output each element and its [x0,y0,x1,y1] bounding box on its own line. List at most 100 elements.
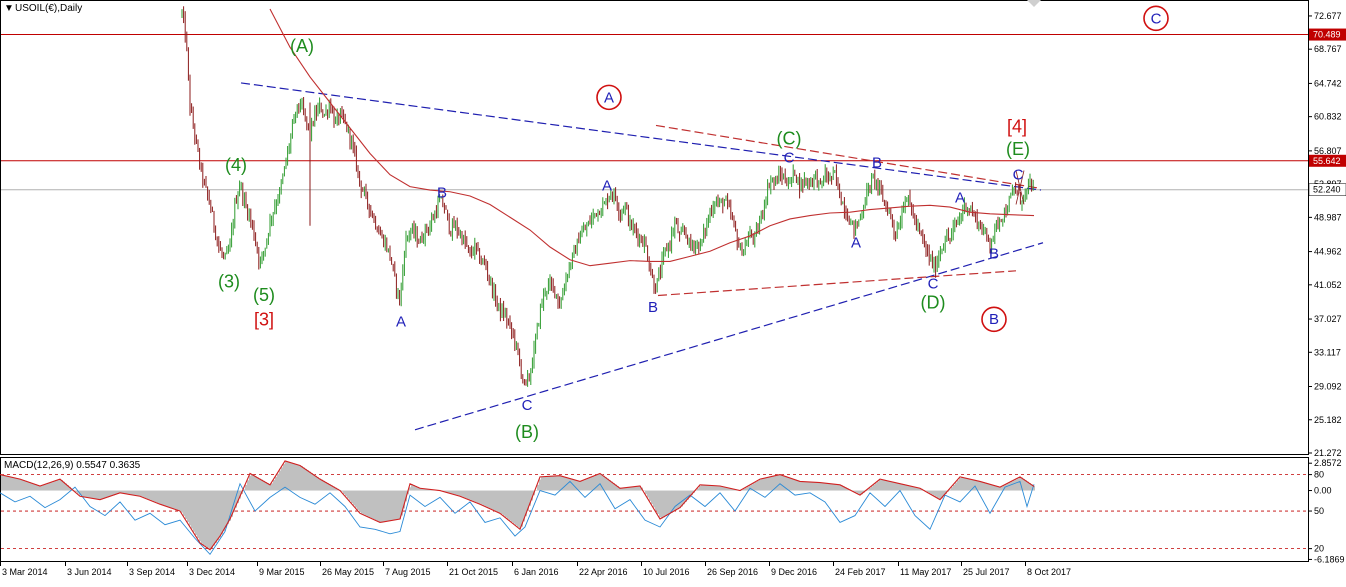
macd-histogram-bar [891,481,893,491]
macd-histogram-bar [883,479,885,491]
macd-histogram-bar [919,488,921,491]
macd-main-line[interactable] [0,480,1035,556]
circled-wave-text: B [989,311,999,328]
macd-histogram-bar [971,479,973,491]
macd-histogram-bar [651,490,653,505]
macd-histogram-bar [421,488,423,491]
macd-histogram-bar [733,488,735,491]
macd-histogram-bar [569,478,571,491]
macd-histogram-bar [187,490,189,523]
macd-signal-line[interactable] [0,460,1035,551]
macd-histogram-bar [591,477,593,491]
macd-histogram-bar [25,480,27,491]
macd-histogram-bar [275,476,277,491]
macd-histogram-bar [395,490,397,520]
macd-histogram-bar [53,481,55,491]
macd-histogram-bar [785,476,787,491]
macd-histogram-bar [579,481,581,491]
macd-histogram-bar [761,478,763,491]
macd-histogram-bar [331,485,333,491]
macd-histogram-bar [615,484,617,491]
trendline-blue[interactable] [240,82,1042,191]
time-tick-label: 11 May 2017 [900,567,951,577]
macd-histogram-bar [729,488,731,491]
macd-histogram-bar [1011,481,1013,491]
wave-label: (5) [253,285,275,305]
macd-histogram-bar [235,490,237,508]
macd-histogram-bar [287,461,289,491]
price-tick-label: 41.052 [1314,280,1342,290]
macd-histogram-bar [613,483,615,491]
macd-histogram-bar [893,482,895,491]
macd-histogram-bar [673,490,675,512]
macd-histogram-bar [527,490,529,511]
macd-histogram-bar [483,490,485,506]
macd-histogram-bar [949,489,951,491]
macd-histogram-bar [885,480,887,491]
macd-histogram-bar [509,490,511,521]
macd-histogram-bar [961,477,963,491]
macd-histogram-bar [901,483,903,491]
macd-histogram-bar [37,484,39,491]
macd-histogram-bar [427,489,429,491]
trendline-blue[interactable] [414,242,1044,431]
macd-histogram-bar [375,490,377,521]
macd-histogram-bar [853,490,855,492]
macd-histogram-bar [89,490,91,498]
macd-histogram-bar [445,490,447,492]
macd-histogram-bar [807,481,809,491]
macd-histogram-bar [213,490,215,546]
time-tick-label: 21 Oct 2015 [449,567,498,577]
macd-histogram-bar [121,490,123,493]
macd-histogram-bar [229,490,231,521]
macd-histogram-bar [127,490,129,495]
macd-histogram-bar [795,479,797,491]
macd-histogram-bar [125,490,127,494]
macd-histogram-bar [771,476,773,491]
macd-histogram-bar [727,487,729,491]
macd-histogram-bar [767,477,769,491]
macd-histogram-bar [619,487,621,491]
macd-histogram-bar [985,482,987,491]
price-axis: 72.67768.76764.74260.83256.80752.89748.9… [1308,11,1346,458]
macd-histogram-bar [257,477,259,491]
macd-histogram-bar [597,474,599,491]
macd-histogram-bar [855,490,857,493]
macd-histogram-bar [1025,480,1027,491]
macd-histogram-bar [503,490,505,516]
macd-histogram-bar [475,490,477,503]
macd-histogram-bar [315,475,317,491]
macd-histogram-bar [171,490,173,508]
macd-histogram-bar [45,484,47,491]
macd-histogram-bar [11,477,13,491]
macd-histogram-bar [293,463,295,491]
macd-histogram-bar [81,490,83,497]
wave-label: (E) [1006,139,1030,159]
macd-histogram-bar [291,462,293,491]
macd-histogram-bar [283,464,285,491]
macd-histogram-bar [525,490,527,517]
macd-histogram-bar [815,482,817,491]
macd-histogram-bar [843,486,845,491]
price-tick-label: 68.767 [1314,44,1342,54]
macd-histogram-bar [757,480,759,491]
macd-histogram-bar [895,482,897,491]
macd-histogram-bar [889,481,891,491]
shift-marker-icon[interactable] [1027,0,1041,7]
macd-histogram-bar [295,463,297,491]
macd-histogram-bar [147,490,149,500]
menu-glyph[interactable]: ▼ [4,3,14,14]
macd-histogram-bar [245,484,247,491]
macd-histogram-bar [479,490,481,504]
wave-label: C [928,275,939,292]
macd-histogram-bar [775,475,777,491]
trendline-red[interactable] [657,270,1017,297]
price-tick-label: 29.092 [1314,382,1342,392]
macd-histogram-bar [297,464,299,491]
moving-average-line[interactable] [269,8,1035,267]
macd-tick-label: 80 [1314,470,1324,480]
macd-histogram-bar [747,486,749,491]
macd-histogram-bar [485,490,487,507]
wave-circle [1143,5,1169,32]
macd-histogram-bar [351,490,353,504]
